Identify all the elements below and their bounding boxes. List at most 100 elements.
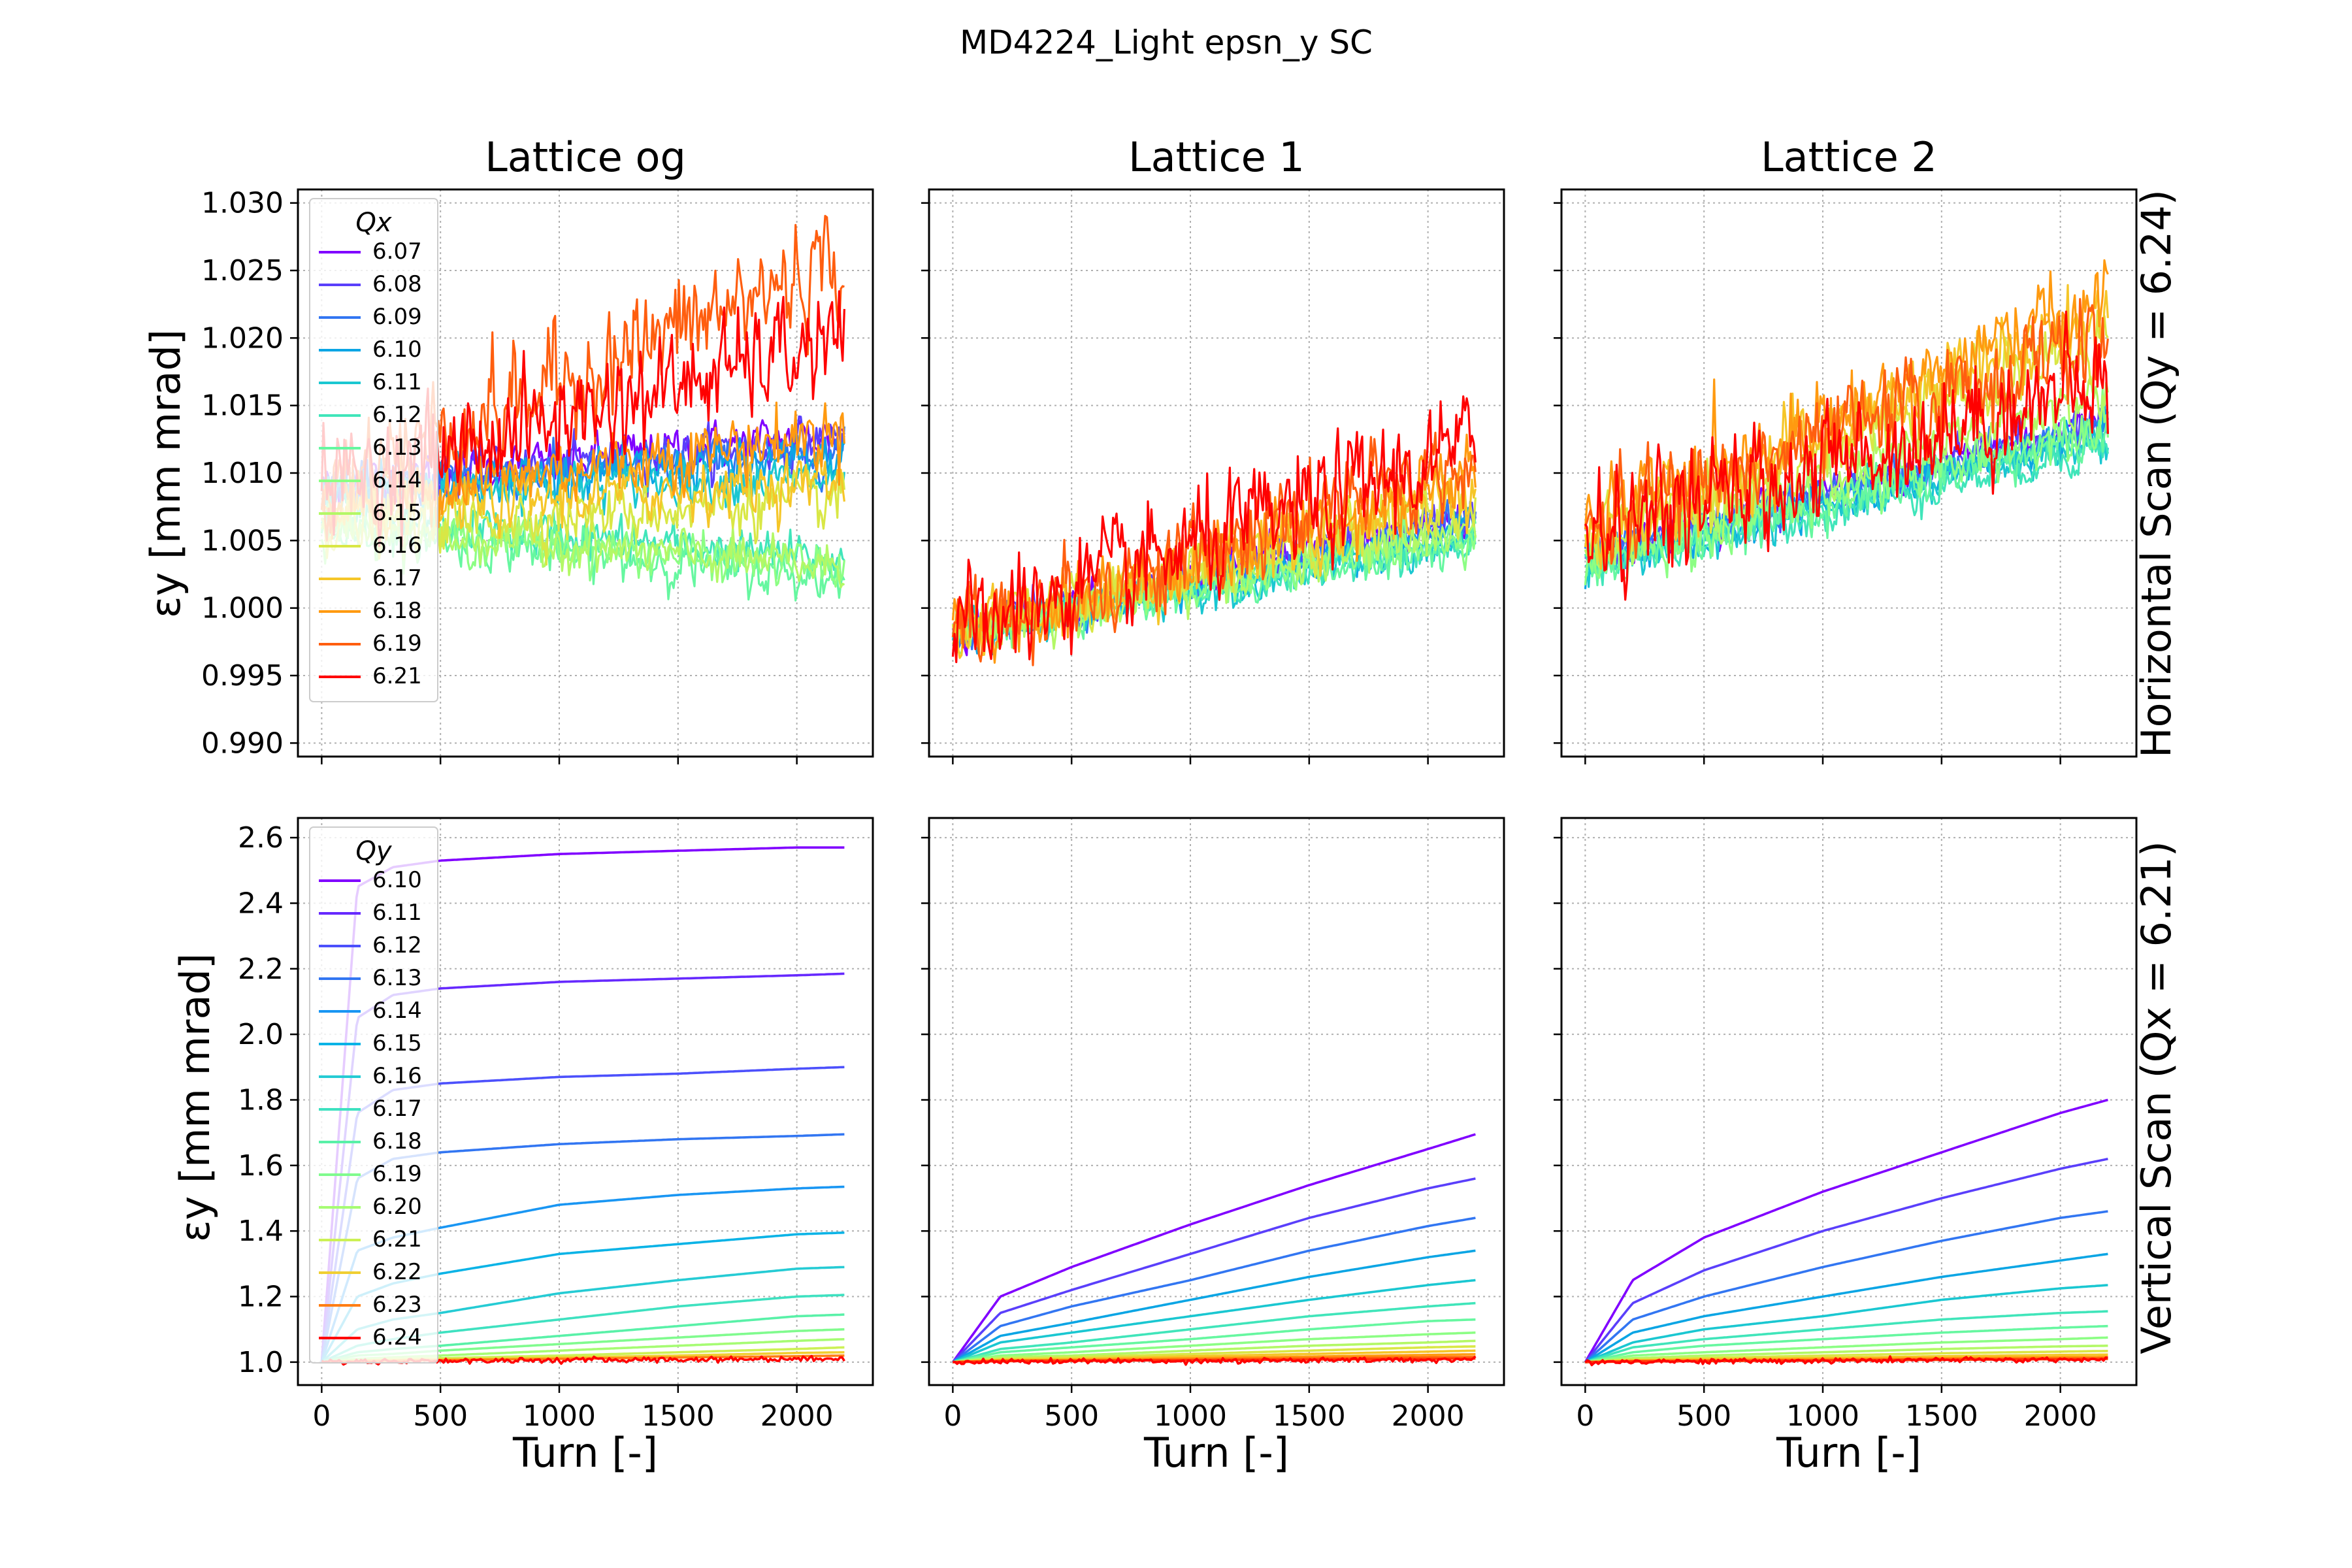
series-line-6-19 bbox=[1584, 298, 2109, 565]
legend-entry-6-07: 6.07 bbox=[372, 238, 422, 265]
panel-horizontal-lattice-2 bbox=[1554, 188, 2138, 764]
series-group bbox=[951, 1133, 1477, 1366]
y-tick-label: 1.005 bbox=[201, 524, 284, 557]
y-tick-label: 2.0 bbox=[238, 1018, 284, 1051]
legend-entry-6-15: 6.15 bbox=[372, 1030, 422, 1056]
series-line-6-15 bbox=[1584, 1310, 2108, 1364]
axes-frame bbox=[297, 817, 874, 1386]
legend-entry-6-11: 6.11 bbox=[372, 900, 422, 926]
legend-entry-6-13: 6.13 bbox=[372, 434, 422, 461]
x-tick-label: 1500 bbox=[1905, 1399, 1978, 1433]
legend-entry-6-16: 6.16 bbox=[372, 532, 422, 559]
series-line-6-15 bbox=[952, 1301, 1476, 1364]
series-line-6-17 bbox=[1585, 1336, 2108, 1364]
x-axis-label-col3: Turn [-] bbox=[1776, 1429, 1921, 1477]
y-tick-label: 1.010 bbox=[201, 457, 284, 490]
series-line-6-18 bbox=[953, 1339, 1476, 1364]
series-line-6-19 bbox=[951, 431, 1477, 666]
y-axis-label-top: εy [mm mrad] bbox=[142, 329, 189, 618]
axes-frame bbox=[1560, 817, 2138, 1386]
legend-entry-6-13: 6.13 bbox=[372, 965, 422, 991]
row-label-vertical-scan: Vertical Scan (Qx = 6.21) bbox=[2132, 841, 2180, 1354]
panel-horizontal-lattice-og: 0.990 0.995 1.000 1.005 1.010 1.015 1.020 1.025… bbox=[201, 187, 874, 764]
series-line-6-12 bbox=[952, 1217, 1476, 1364]
legend-box bbox=[309, 198, 438, 702]
series-line-6-11 bbox=[1584, 1158, 2108, 1364]
y-tick-label: 0.995 bbox=[201, 659, 284, 693]
legend-entry-6-21: 6.21 bbox=[372, 1226, 422, 1252]
legend-box bbox=[309, 826, 438, 1364]
x-tick-label: 1500 bbox=[642, 1399, 715, 1433]
y-tick-label: 0.990 bbox=[201, 727, 284, 760]
series-line-6-21 bbox=[951, 395, 1477, 664]
y-tick-label: 1.2 bbox=[238, 1281, 284, 1314]
y-tick-label: 2.6 bbox=[238, 821, 284, 855]
series-line-6-10 bbox=[951, 1133, 1476, 1363]
x-tick-label: 0 bbox=[312, 1399, 331, 1433]
x-tick-label: 2000 bbox=[1392, 1399, 1465, 1433]
x-tick-label: 0 bbox=[943, 1399, 962, 1433]
y-tick-label: 1.000 bbox=[201, 592, 284, 625]
x-tick-label: 500 bbox=[413, 1399, 468, 1433]
y-tick-label: 1.015 bbox=[201, 389, 284, 423]
column-title-lattice-2: Lattice 2 bbox=[1761, 133, 1937, 181]
column-title-lattice-1: Lattice 1 bbox=[1128, 133, 1305, 181]
y-tick-label: 1.0 bbox=[238, 1346, 284, 1379]
legend-entry-6-23: 6.23 bbox=[372, 1292, 422, 1318]
legend-entry-6-17: 6.17 bbox=[372, 1096, 422, 1122]
y-tick-label: 2.2 bbox=[238, 953, 284, 986]
legend-entry-6-18: 6.18 bbox=[372, 1128, 422, 1154]
y-tick-label: 2.4 bbox=[238, 887, 284, 920]
axes-frame bbox=[928, 817, 1505, 1386]
x-tick-label: 1500 bbox=[1273, 1399, 1346, 1433]
x-tick-label: 1000 bbox=[1154, 1399, 1227, 1433]
series-line-6-13 bbox=[1584, 1252, 2108, 1364]
legend-entry-6-17: 6.17 bbox=[372, 565, 422, 591]
series-line-6-12 bbox=[1584, 1210, 2108, 1364]
series-line-6-17 bbox=[952, 459, 1477, 659]
legend-entry-6-16: 6.16 bbox=[372, 1063, 422, 1089]
y-axis-label-bottom: εy [mm mrad] bbox=[171, 953, 219, 1242]
series-line-6-18 bbox=[951, 433, 1477, 664]
series-line-6-14 bbox=[1584, 1284, 2108, 1364]
x-tick-label: 0 bbox=[1576, 1399, 1594, 1433]
legend-entry-6-20: 6.20 bbox=[372, 1194, 422, 1220]
legend-entry-6-12: 6.12 bbox=[372, 932, 422, 958]
x-tick-label: 1000 bbox=[523, 1399, 596, 1433]
legend-entry-6-19: 6.19 bbox=[372, 1161, 422, 1187]
series-line-6-24 bbox=[953, 1355, 1477, 1366]
series-line-6-21 bbox=[1584, 310, 2109, 601]
legend-entry-6-10: 6.10 bbox=[372, 336, 422, 363]
series-group bbox=[1584, 1098, 2108, 1367]
y-tick-label: 1.030 bbox=[201, 187, 284, 220]
legend-entry-6-12: 6.12 bbox=[372, 402, 422, 428]
row-label-horizontal-scan: Horizontal Scan (Qy = 6.24) bbox=[2132, 189, 2180, 758]
legend-entry-6-18: 6.18 bbox=[372, 598, 422, 624]
series-line-6-13 bbox=[952, 1249, 1476, 1364]
y-tick-label: 1.025 bbox=[201, 254, 284, 287]
y-tick-label: 1.4 bbox=[238, 1215, 284, 1248]
legend-entry-6-24: 6.24 bbox=[372, 1324, 422, 1350]
legend-entry-6-14: 6.14 bbox=[372, 467, 422, 493]
legend-entry-6-22: 6.22 bbox=[372, 1259, 422, 1285]
series-group bbox=[1584, 259, 2109, 601]
series-line-6-10 bbox=[1584, 1098, 2108, 1363]
panel-vertical-lattice-1: 0 500 1000 1500 2000 bbox=[921, 817, 1505, 1433]
panel-vertical-lattice-2: 0 500 1000 1500 2000 bbox=[1554, 817, 2138, 1433]
legend-entry-6-15: 6.15 bbox=[372, 500, 422, 526]
legend-entry-6-11: 6.11 bbox=[372, 369, 422, 395]
legend-entry-6-09: 6.09 bbox=[372, 304, 422, 330]
x-axis-label-col2: Turn [-] bbox=[1143, 1429, 1289, 1477]
series-line-6-17 bbox=[953, 1331, 1476, 1364]
column-title-lattice-og: Lattice og bbox=[485, 133, 686, 181]
legend-title: Qy bbox=[355, 836, 392, 866]
series-line-6-19 bbox=[953, 1345, 1476, 1364]
series-line-6-14 bbox=[952, 1279, 1476, 1364]
y-tick-label: 1.020 bbox=[201, 321, 284, 355]
y-tick-label: 1.6 bbox=[238, 1149, 284, 1183]
y-tick-label: 1.8 bbox=[238, 1083, 284, 1117]
x-tick-label: 1000 bbox=[1786, 1399, 1859, 1433]
series-line-6-18 bbox=[1585, 1345, 2108, 1364]
series-line-6-11 bbox=[952, 1177, 1476, 1364]
legend-entry-6-08: 6.08 bbox=[372, 271, 422, 297]
